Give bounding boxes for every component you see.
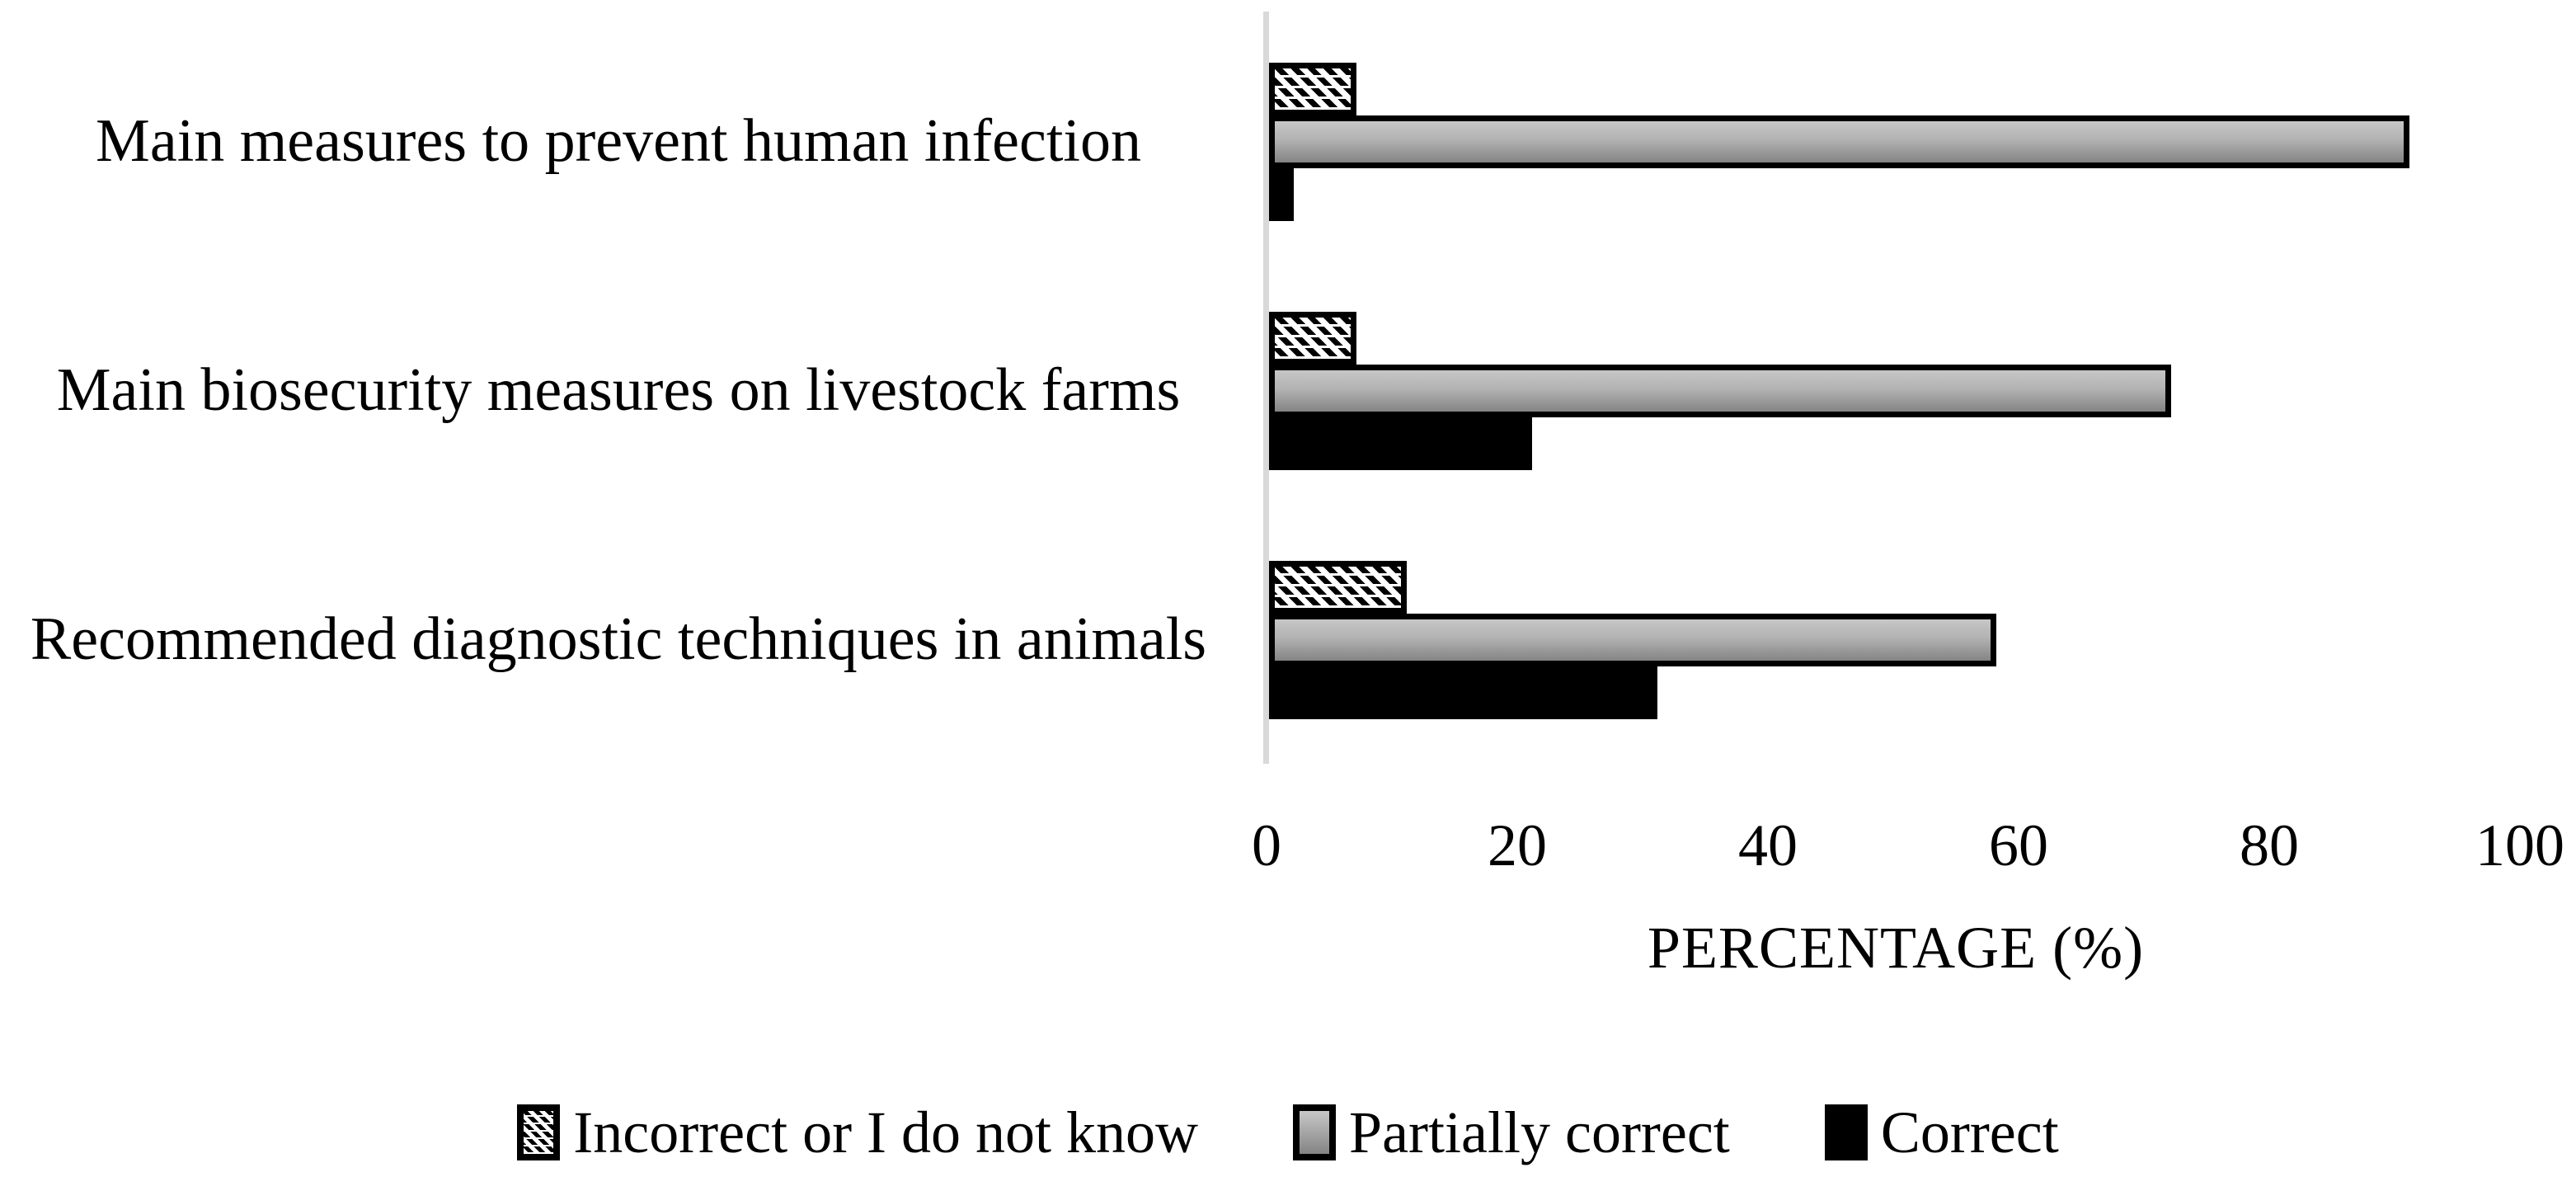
x-tick-label: 100 bbox=[2475, 812, 2564, 878]
legend-label: Correct bbox=[1880, 1099, 2059, 1165]
x-tick-label: 0 bbox=[1252, 812, 1281, 878]
legend-item: Partially correct bbox=[1293, 1099, 1730, 1167]
category-labels: Main measures to prevent human infection… bbox=[0, 0, 1237, 775]
plot-area bbox=[1269, 63, 2410, 719]
bar-black bbox=[1269, 666, 1658, 719]
x-tick-label: 40 bbox=[1738, 812, 1798, 878]
x-axis-ticks: 0 20 40 60 80 100 bbox=[0, 812, 2576, 887]
bar-hatched bbox=[1269, 312, 1357, 365]
bar-black bbox=[1269, 168, 1295, 221]
x-tick-label: 80 bbox=[2240, 812, 2299, 878]
bar-gray bbox=[1269, 115, 2410, 168]
bar-gray bbox=[1269, 614, 1996, 666]
bar-hatched bbox=[1269, 63, 1357, 115]
bar-group bbox=[1269, 63, 2410, 221]
legend-label: Partially correct bbox=[1349, 1099, 1730, 1165]
y-axis-line bbox=[1263, 12, 1269, 764]
legend-swatch-gray bbox=[1293, 1104, 1337, 1160]
legend: Incorrect or I do not know Partially corr… bbox=[0, 1087, 2576, 1178]
bar-group bbox=[1269, 312, 2172, 470]
legend-item: Incorrect or I do not know bbox=[517, 1099, 1198, 1167]
x-tick-label: 20 bbox=[1488, 812, 1547, 878]
category-label: Main biosecurity measures on livestock f… bbox=[56, 356, 1181, 425]
bar-gray bbox=[1269, 365, 2172, 417]
legend-label: Incorrect or I do not know bbox=[573, 1099, 1199, 1165]
x-tick-label: 60 bbox=[1989, 812, 2048, 878]
legend-swatch-black bbox=[1824, 1104, 1868, 1160]
bar-hatched bbox=[1269, 561, 1408, 614]
category-label: Main measures to prevent human infection bbox=[96, 107, 1141, 176]
bar-black bbox=[1269, 417, 1533, 470]
x-axis-title: PERCENTAGE (%) bbox=[1647, 915, 2145, 981]
legend-item: Correct bbox=[1824, 1099, 2059, 1167]
legend-swatch-hatched bbox=[517, 1104, 561, 1160]
category-label: Recommended diagnostic techniques in ani… bbox=[30, 605, 1207, 674]
bar-group bbox=[1269, 561, 1996, 719]
